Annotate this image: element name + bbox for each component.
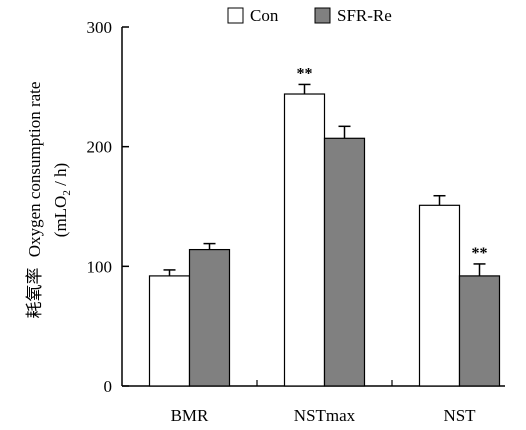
y-axis-title-en: Oxygen consumption rate xyxy=(25,82,44,258)
bar-sfr-re-nstmax xyxy=(323,137,366,387)
x-tick-label-nst: NST xyxy=(443,406,476,425)
legend-swatch-sfr-re xyxy=(314,7,331,24)
y-axis-title-cn: 耗氧率 xyxy=(25,267,44,318)
bar-sfr-re-bmr xyxy=(188,248,231,387)
legend-swatch-con xyxy=(227,7,244,24)
y-axis-unit-prefix: (mLO xyxy=(51,196,70,238)
significance-sfr-re-nst: ** xyxy=(472,245,488,262)
significance-con-nstmax: ** xyxy=(297,65,313,82)
bar-sfr-re-nst xyxy=(458,275,501,387)
bar-con-nst xyxy=(418,204,461,387)
svg-text:耗氧率 Oxygen consumption r: 耗氧率 Oxygen consumption rate xyxy=(25,82,44,319)
y-tick-label-0: 0 xyxy=(104,377,113,396)
bar-con-nstmax xyxy=(283,93,326,387)
x-tick-label-nstmax: NSTmax xyxy=(294,406,356,425)
y-axis-unit-suffix: / h) xyxy=(51,163,70,190)
bar-con-bmr xyxy=(148,275,191,387)
y-tick-label-300: 300 xyxy=(87,18,113,37)
y-axis-title: 耗氧率 Oxygen consumption rate (mLO2 / h) xyxy=(25,82,73,319)
legend-label-sfr-re: SFR-Re xyxy=(337,6,392,25)
y-axis-unit-subscript: 2 xyxy=(61,190,73,196)
legend-label-con: Con xyxy=(250,6,279,25)
svg-text:(mLO2 / h): (mLO2 / h) xyxy=(51,163,73,237)
x-tick-label-bmr: BMR xyxy=(171,406,209,425)
legend: Con SFR-Re xyxy=(227,6,392,25)
y-tick-label-100: 100 xyxy=(87,257,113,276)
plot-area: 0 100 200 300 BMR ** NSTmax ** NST xyxy=(87,18,505,425)
y-tick-label-200: 200 xyxy=(87,138,113,157)
